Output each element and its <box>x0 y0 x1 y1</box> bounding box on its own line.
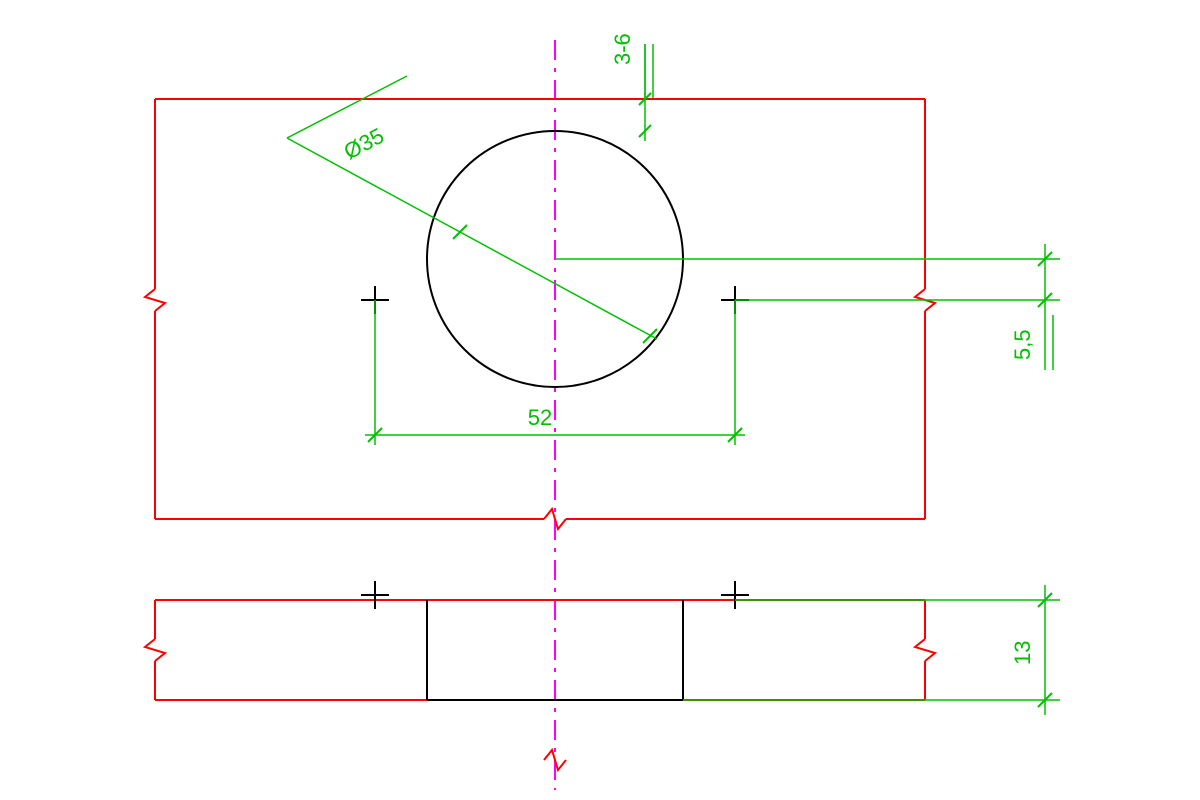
dim-top-gap-label: 3-6 <box>610 33 635 65</box>
dim-13-label: 13 <box>1010 641 1035 665</box>
dim-55-label: 5,5 <box>1010 329 1035 360</box>
dim-diameter-label: Ø35 <box>340 123 388 165</box>
dim-52-label: 52 <box>528 405 552 430</box>
